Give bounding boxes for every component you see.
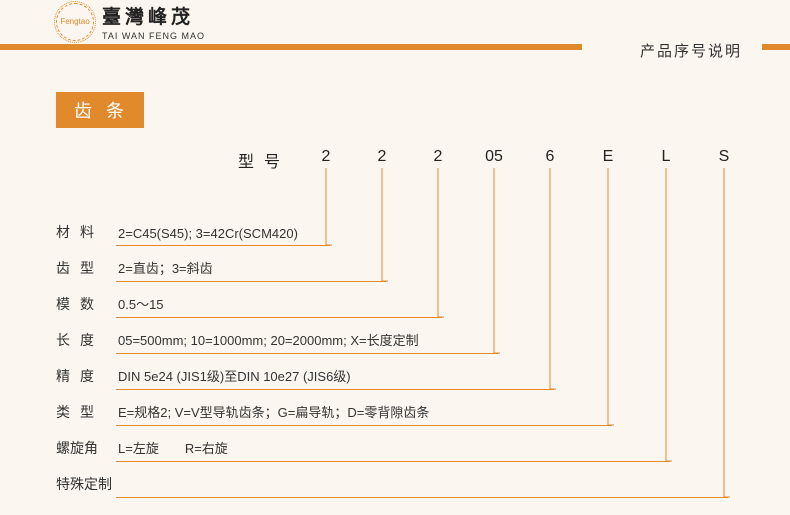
section-label: 齿条 bbox=[56, 92, 144, 128]
row-label-6: 螺旋角 bbox=[56, 438, 116, 462]
row-label-5: 类型 bbox=[56, 402, 116, 426]
row-label-1: 齿型 bbox=[56, 258, 116, 282]
row-0: 材料2=C45(S45); 3=42Cr(SCM420) bbox=[56, 210, 728, 246]
row-3: 长度05=500mm; 10=1000mm; 20=2000mm; X=长度定制 bbox=[56, 318, 728, 354]
code-cell-2: 2 bbox=[434, 148, 443, 166]
row-6: 螺旋角L=左旋 R=右旋 bbox=[56, 426, 728, 462]
row-1: 齿型2=直齿；3=斜齿 bbox=[56, 246, 728, 282]
row-label-4: 精度 bbox=[56, 366, 116, 390]
code-cell-4: 6 bbox=[546, 148, 555, 166]
logo-icon: Fengtao bbox=[56, 3, 94, 41]
row-4: 精度DIN 5e24 (JIS1级)至DIN 10e27 (JIS6级) bbox=[56, 354, 728, 390]
row-value-1: 2=直齿；3=斜齿 bbox=[116, 258, 386, 282]
row-5: 类型E=规格2; V=V型导轨齿条；G=扁导轨；D=零背隙齿条 bbox=[56, 390, 728, 426]
row-value-3: 05=500mm; 10=1000mm; 20=2000mm; X=长度定制 bbox=[116, 330, 498, 354]
header-right-title: 产品序号说明 bbox=[640, 40, 742, 61]
row-value-4: DIN 5e24 (JIS1级)至DIN 10e27 (JIS6级) bbox=[116, 366, 554, 390]
header: Fengtao 臺灣峰茂 TAI WAN FENG MAO 产品序号说明 bbox=[0, 0, 790, 48]
row-7: 特殊定制 bbox=[56, 462, 728, 498]
code-cell-3: 05 bbox=[485, 148, 503, 166]
code-cell-5: E bbox=[603, 148, 614, 166]
code-prefix: 型号 bbox=[238, 148, 290, 172]
rows-container: 材料2=C45(S45); 3=42Cr(SCM420)齿型2=直齿；3=斜齿模… bbox=[56, 210, 728, 498]
row-value-5: E=规格2; V=V型导轨齿条；G=扁导轨；D=零背隙齿条 bbox=[116, 402, 612, 426]
code-cell-7: S bbox=[719, 148, 730, 166]
row-label-2: 模数 bbox=[56, 294, 116, 318]
code-row: 型号 2 2 2 05 6 E L S bbox=[0, 148, 790, 170]
logo-text: Fengtao bbox=[60, 17, 89, 26]
code-cell-6: L bbox=[662, 148, 671, 166]
code-cell-0: 2 bbox=[322, 148, 331, 166]
row-value-0: 2=C45(S45); 3=42Cr(SCM420) bbox=[116, 226, 330, 246]
row-2: 模数0.5～15 bbox=[56, 282, 728, 318]
right-bar bbox=[762, 44, 790, 50]
brand-block: 臺灣峰茂 TAI WAN FENG MAO bbox=[102, 2, 205, 41]
row-value-7 bbox=[116, 493, 728, 498]
row-label-0: 材料 bbox=[56, 222, 116, 246]
row-value-6: L=左旋 R=右旋 bbox=[116, 438, 670, 462]
row-label-3: 长度 bbox=[56, 330, 116, 354]
brand-cn: 臺灣峰茂 bbox=[102, 2, 205, 29]
row-value-2: 0.5～15 bbox=[116, 294, 442, 318]
brand-en: TAI WAN FENG MAO bbox=[102, 31, 205, 41]
logo-area: Fengtao 臺灣峰茂 TAI WAN FENG MAO bbox=[56, 2, 205, 41]
row-label-7: 特殊定制 bbox=[56, 474, 116, 498]
top-bar bbox=[0, 44, 582, 50]
code-cell-1: 2 bbox=[378, 148, 387, 166]
